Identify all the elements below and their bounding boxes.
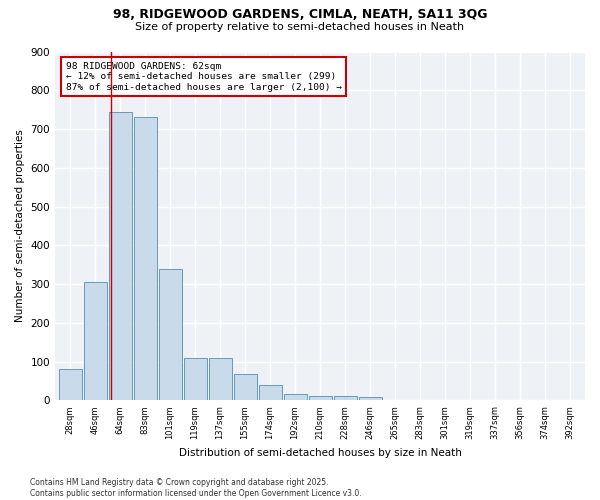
Bar [134,118,157,401]
Bar [109,112,131,401]
Bar [209,358,232,401]
Bar [284,394,307,400]
Y-axis label: Number of semi-detached properties: Number of semi-detached properties [15,130,25,322]
Bar [184,358,206,401]
Bar [59,370,82,400]
Bar [158,268,182,400]
Text: 98, RIDGEWOOD GARDENS, CIMLA, NEATH, SA11 3QG: 98, RIDGEWOOD GARDENS, CIMLA, NEATH, SA1… [113,8,487,20]
Text: 98 RIDGEWOOD GARDENS: 62sqm
← 12% of semi-detached houses are smaller (299)
87% : 98 RIDGEWOOD GARDENS: 62sqm ← 12% of sem… [65,62,341,92]
Bar [359,397,382,400]
Bar [308,396,332,400]
Bar [233,374,257,400]
Text: Size of property relative to semi-detached houses in Neath: Size of property relative to semi-detach… [136,22,464,32]
Bar [83,282,107,401]
Bar [334,396,356,400]
Bar [259,385,281,400]
X-axis label: Distribution of semi-detached houses by size in Neath: Distribution of semi-detached houses by … [179,448,461,458]
Text: Contains HM Land Registry data © Crown copyright and database right 2025.
Contai: Contains HM Land Registry data © Crown c… [30,478,362,498]
